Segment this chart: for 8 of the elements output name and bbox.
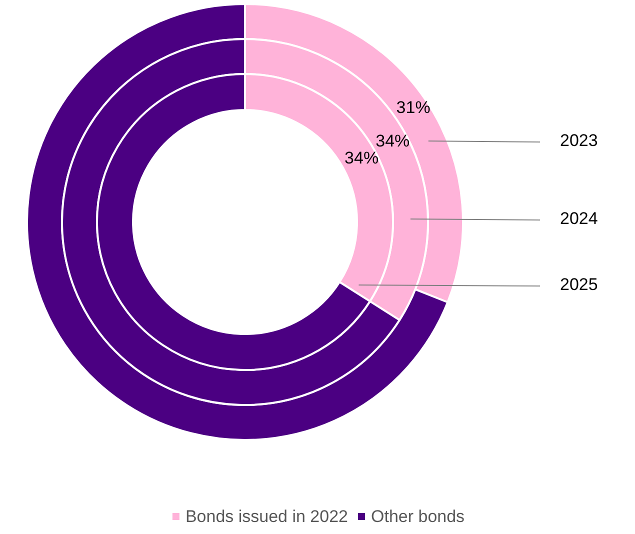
data-label: 34% [376,131,410,150]
slice-label: 2025 [560,275,598,295]
slice-label: 2024 [560,209,598,229]
legend-label: Bonds issued in 2022 [185,507,348,526]
data-label: 31% [396,98,430,118]
slice-label: 2023 [560,131,598,151]
legend-label: Other bonds [371,507,465,526]
data-label: 34% [344,148,379,168]
